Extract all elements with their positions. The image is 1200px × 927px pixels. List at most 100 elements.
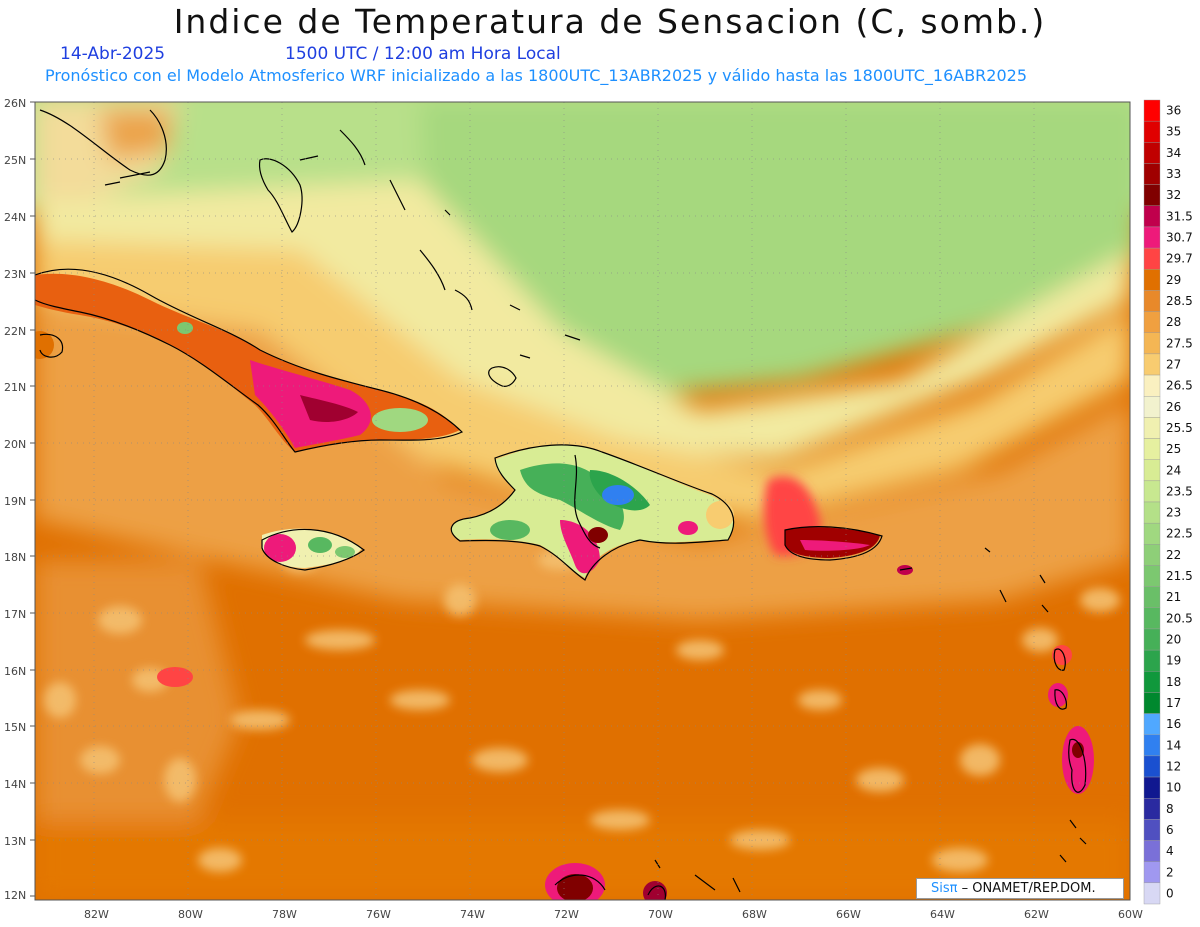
colorbar-swatch: [1143, 163, 1161, 185]
lat-label: 17N: [4, 608, 26, 621]
colorbar-swatch: [1143, 734, 1161, 757]
lon-label: 68W: [742, 908, 767, 921]
colorbar-swatch: [1143, 417, 1161, 439]
colorbar-label: 2: [1166, 865, 1174, 879]
colorbar-label: 27.5: [1166, 336, 1193, 350]
colorbar-label: 34: [1166, 146, 1181, 160]
colorbar-swatch: [1143, 501, 1161, 524]
colorbar-label: 27: [1166, 357, 1181, 371]
colorbar-swatch: [1143, 755, 1161, 778]
credit-box: Sisπ – ONAMET/REP.DOM.: [916, 878, 1124, 899]
lat-ticks: [30, 101, 35, 897]
page-title: Indice de Temperatura de Sensacion (C, s…: [173, 2, 1047, 41]
colorbar-swatch: [1143, 311, 1161, 333]
graticule: [35, 102, 1130, 900]
lon-label: 70W: [648, 908, 673, 921]
colorbar-swatch: [1143, 692, 1161, 714]
lat-label: 14N: [4, 778, 26, 791]
colorbar-swatch: [1143, 438, 1161, 460]
lon-label: 64W: [930, 908, 955, 921]
colorbar-label: 26.5: [1166, 379, 1193, 393]
lon-label: 66W: [836, 908, 861, 921]
colorbar-swatch: [1143, 819, 1161, 841]
latitude-labels: 26N 25N 24N 23N 22N 21N 20N 19N 18N 17N …: [4, 97, 26, 902]
colorbar-label: 29: [1166, 273, 1181, 287]
lat-label: 23N: [4, 268, 26, 281]
lat-label: 12N: [4, 889, 26, 902]
model-info-line: Pronóstico con el Modelo Atmosferico WRF…: [45, 66, 1028, 85]
colorbar-label: 21.5: [1166, 569, 1193, 583]
colorbar-swatch: [1143, 671, 1161, 693]
colorbar-label: 23.5: [1166, 484, 1193, 498]
colorbar-swatch: [1143, 628, 1161, 651]
colorbar-label: 17: [1166, 696, 1181, 710]
lon-label: 74W: [460, 908, 485, 921]
lat-label: 24N: [4, 211, 26, 224]
lon-label: 82W: [84, 908, 109, 921]
colorbar-swatch: [1143, 459, 1161, 482]
colorbar-label: 22.5: [1166, 527, 1193, 541]
colorbar-label: 35: [1166, 125, 1181, 139]
colorbar-label: 16: [1166, 717, 1181, 731]
colorbar-label: 19: [1166, 654, 1181, 668]
colorbar-label: 25.5: [1166, 421, 1193, 435]
colorbar-swatch: [1143, 861, 1161, 884]
lon-label: 60W: [1118, 908, 1143, 921]
sispi-logo: Sisπ: [931, 881, 958, 896]
colorbar-label: 0: [1166, 886, 1174, 900]
colorbar-swatch: [1143, 649, 1161, 672]
longitude-labels: 82W 80W 78W 76W 74W 72W 70W 68W 66W 64W …: [84, 908, 1143, 921]
lat-label: 13N: [4, 835, 26, 848]
colorbar-swatch: [1143, 290, 1161, 312]
colorbar-label: 20: [1166, 633, 1181, 647]
colorbar-swatch: [1143, 332, 1161, 355]
colorbar-label: 8: [1166, 802, 1174, 816]
colorbar-label: 12: [1166, 759, 1181, 773]
colorbar-label: 29.7: [1166, 252, 1193, 266]
colorbar-label: 28: [1166, 315, 1181, 329]
colorbar-swatch: [1143, 480, 1161, 503]
colorbar-label: 31.5: [1166, 209, 1193, 223]
lat-label: 16N: [4, 665, 26, 678]
colorbar-swatch: [1143, 776, 1161, 799]
colorbar-swatch: [1143, 247, 1161, 270]
colorbar-swatch: [1143, 269, 1161, 291]
lat-label: 15N: [4, 721, 26, 734]
colorbar-swatch: [1143, 522, 1161, 545]
colorbar-swatch: [1143, 374, 1161, 397]
lon-label: 78W: [272, 908, 297, 921]
colorbar-label: 22: [1166, 548, 1181, 562]
colorbar-swatch: [1143, 120, 1161, 143]
lon-label: 72W: [554, 908, 579, 921]
colorbar-label: 18: [1166, 675, 1181, 689]
lat-label: 20N: [4, 438, 26, 451]
lon-label: 76W: [366, 908, 391, 921]
colorbar-label: 24: [1166, 463, 1181, 477]
colorbar-swatch: [1143, 99, 1161, 122]
colorbar-label: 25: [1166, 442, 1181, 456]
colorbar-label: 26: [1166, 400, 1181, 414]
colorbar-label: 10: [1166, 781, 1181, 795]
colorbar-label: 20.5: [1166, 611, 1193, 625]
lat-label: 18N: [4, 551, 26, 564]
colorbar-swatch: [1143, 396, 1161, 418]
colorbar-swatch: [1143, 544, 1161, 566]
lat-label: 21N: [4, 381, 26, 394]
colorbar-swatch: [1143, 142, 1161, 164]
colorbar-swatch: [1143, 607, 1161, 630]
forecast-date: 14-Abr-2025: [60, 44, 166, 64]
colorbar-label: 14: [1166, 738, 1181, 752]
lat-label: 19N: [4, 495, 26, 508]
jamaica-field: [262, 528, 362, 568]
colorbar-label: 21: [1166, 590, 1181, 604]
colorbar-swatch: [1143, 205, 1161, 228]
colorbar-swatch: [1143, 565, 1161, 587]
puerto-rico-field: [764, 476, 880, 558]
colorbar-swatch: [1143, 226, 1161, 249]
colorbar-swatch: [1143, 882, 1161, 905]
colorbar-swatch: [1143, 798, 1161, 820]
colorbar-swatch: [1143, 840, 1161, 862]
colorbar-label: 32: [1166, 188, 1181, 202]
colorbar-swatch: [1143, 586, 1161, 608]
cuba-field: [35, 273, 460, 452]
